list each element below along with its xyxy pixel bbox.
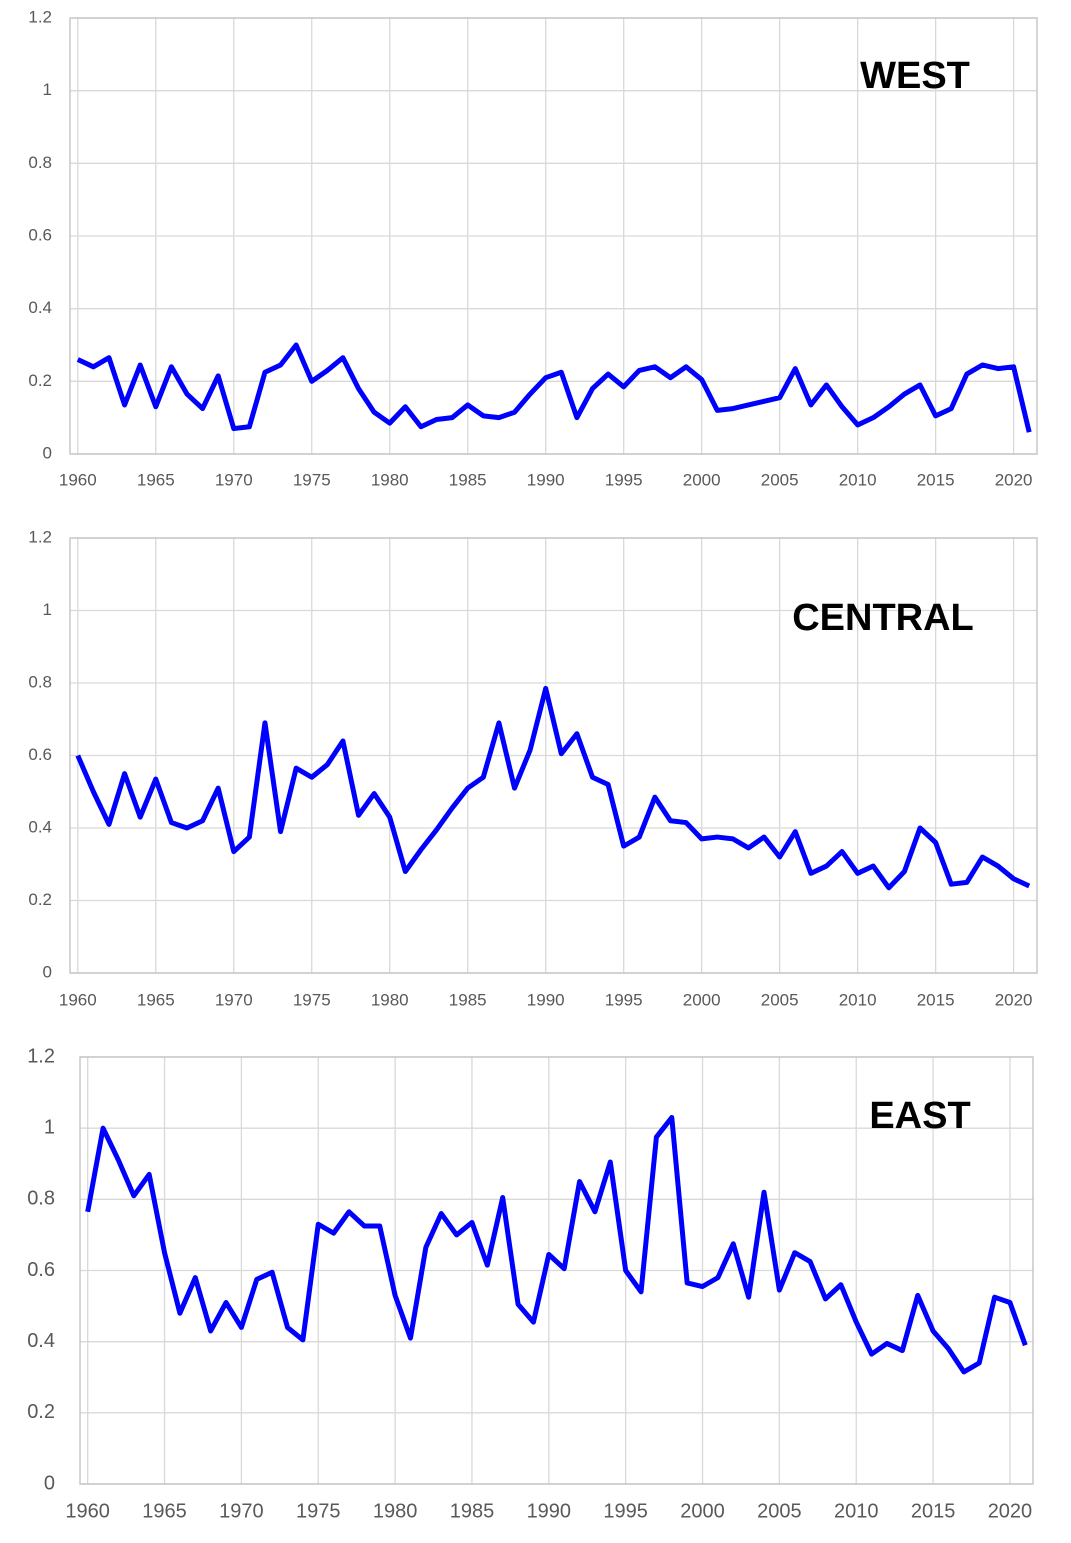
- data-line: [75, 685, 1031, 891]
- y-tick-label: 0.6: [28, 745, 52, 764]
- y-tick-label: 0.2: [28, 371, 52, 390]
- x-tick-label: 2000: [683, 470, 721, 489]
- x-tick-label: 2000: [680, 1500, 725, 1522]
- y-tick-label: 1: [44, 1116, 55, 1138]
- y-tick-label: 1.2: [28, 527, 52, 546]
- x-tick-label: 2005: [761, 990, 799, 1009]
- x-tick-label: 1980: [371, 470, 409, 489]
- y-tick-label: 0.4: [27, 1330, 55, 1352]
- plot-border: [69, 17, 1038, 455]
- x-tick-label: 2005: [761, 470, 799, 489]
- plot-border: [69, 537, 1038, 974]
- y-tick-label: 0.4: [28, 817, 52, 836]
- x-tick-label: 1965: [142, 1500, 187, 1522]
- y-tick-label: 0.8: [27, 1188, 55, 1210]
- y-tick-label: 0.8: [28, 672, 52, 691]
- y-tick-label: 1.2: [28, 7, 52, 26]
- x-tick-label: 1985: [449, 470, 487, 489]
- y-tick-label: 0: [44, 1472, 55, 1494]
- x-tick-label: 1965: [137, 470, 175, 489]
- x-tick-label: 2015: [917, 990, 955, 1009]
- x-tick-label: 2010: [839, 990, 877, 1009]
- x-tick-label: 1975: [293, 990, 331, 1009]
- y-tick-label: 0.4: [28, 298, 52, 317]
- data-line: [76, 342, 1032, 433]
- y-tick-label: 0.8: [28, 153, 52, 172]
- y-tick-label: 1: [43, 80, 52, 99]
- x-tick-label: 1960: [59, 990, 97, 1009]
- y-tick-label: 0.2: [28, 890, 52, 909]
- annotation: WEST: [860, 55, 970, 97]
- y-tick-label: 0: [43, 962, 52, 981]
- y-tick-label: 0: [43, 443, 52, 462]
- y-tick-label: 1.2: [27, 1045, 55, 1067]
- y-tick-label: 0.2: [27, 1401, 55, 1423]
- x-tick-label: 1970: [219, 1500, 264, 1522]
- x-tick-label: 1975: [293, 470, 331, 489]
- annotation: EAST: [869, 1095, 970, 1137]
- x-tick-label: 1985: [450, 1500, 495, 1522]
- y-tick-label: 0.6: [27, 1259, 55, 1281]
- x-tick-label: 2010: [839, 470, 877, 489]
- x-tick-label: 1995: [605, 990, 643, 1009]
- x-tick-label: 1995: [603, 1500, 648, 1522]
- x-tick-label: 1970: [215, 990, 253, 1009]
- x-tick-label: 2010: [834, 1500, 879, 1522]
- y-tick-label: 0.6: [28, 225, 52, 244]
- data-line: [85, 1114, 1028, 1375]
- x-tick-label: 1995: [605, 470, 643, 489]
- x-tick-label: 2020: [995, 470, 1033, 489]
- x-tick-label: 2015: [911, 1500, 956, 1522]
- x-tick-label: 1975: [296, 1500, 341, 1522]
- x-tick-label: 2015: [917, 470, 955, 489]
- x-tick-label: 1960: [65, 1500, 110, 1522]
- x-tick-label: 1970: [215, 470, 253, 489]
- x-tick-label: 1980: [373, 1500, 418, 1522]
- plot-border: [79, 1056, 1034, 1485]
- x-tick-label: 1990: [527, 1500, 572, 1522]
- x-tick-label: 1965: [137, 990, 175, 1009]
- x-tick-label: 1990: [527, 990, 565, 1009]
- x-tick-label: 2005: [757, 1500, 802, 1522]
- annotation: CENTRAL: [792, 597, 974, 639]
- x-tick-label: 1960: [59, 470, 97, 489]
- x-tick-label: 2020: [995, 990, 1033, 1009]
- x-tick-label: 1990: [527, 470, 565, 489]
- x-tick-label: 2020: [988, 1500, 1033, 1522]
- x-tick-label: 2000: [683, 990, 721, 1009]
- y-tick-label: 1: [43, 600, 52, 619]
- x-tick-label: 1985: [449, 990, 487, 1009]
- x-tick-label: 1980: [371, 990, 409, 1009]
